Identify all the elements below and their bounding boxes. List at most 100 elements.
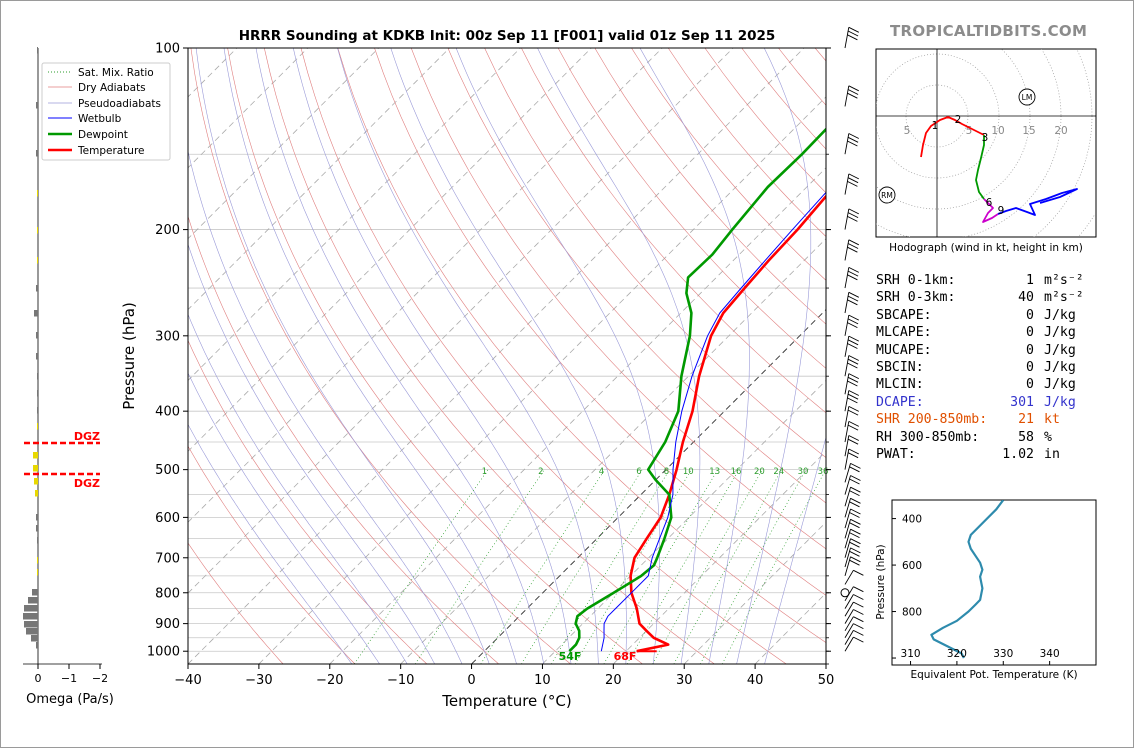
stat-label: SHR 200-850mb: [876, 412, 988, 428]
barb-flag [849, 501, 860, 508]
barb-flag [847, 438, 859, 445]
barb-flag [848, 266, 860, 273]
stat-label: MUCAPE: [876, 342, 932, 358]
wind-barb [844, 239, 860, 261]
stat-label: SBCIN: [876, 360, 924, 375]
mixing-ratio-line [699, 469, 807, 664]
stat-value: 58 [1018, 429, 1034, 445]
dry-adiabat [188, 445, 356, 664]
barb-flag [850, 475, 861, 481]
barb-flag [848, 314, 860, 321]
hodograph-caption: Hodograph (wind in kt, height in km) [889, 242, 1083, 254]
barb-shaft [844, 267, 850, 289]
barb-flag [853, 629, 864, 636]
barb-shaft [844, 636, 854, 652]
y-tick-label: 400 [155, 405, 180, 420]
barb-shaft [844, 208, 850, 230]
hodograph-panel: 5 5 10 15 20 1 2 3 69 LM RM Hodograph (wind in kt,… [875, 48, 1097, 254]
barb-flag [853, 623, 864, 630]
barb-flag [847, 343, 858, 349]
barb-flag [849, 522, 860, 529]
barb-shaft [844, 547, 851, 568]
pseudoadiabat [639, 48, 750, 664]
omega-bar [36, 332, 38, 339]
mixing-ratio-line [480, 469, 606, 664]
barb-flag [850, 497, 861, 504]
skew-t-background-lines [188, 48, 826, 664]
barb-shaft [844, 630, 854, 645]
wind-barb [844, 594, 864, 609]
surface-temperature-label: 68F [614, 650, 637, 663]
wind-barb [844, 355, 860, 377]
y-tick-label: 800 [155, 586, 180, 601]
hodograph-trace [920, 116, 985, 158]
barb-shaft [844, 529, 851, 549]
barb-flag [847, 246, 858, 253]
barb-flag [847, 393, 859, 400]
barb-flag [850, 556, 861, 563]
stat-unit: kt [1044, 412, 1060, 428]
stat-row: SRH 0-1km: 1 m²s⁻² [876, 273, 1084, 288]
theta-e-panel: 310 320 330 340 400 600 800 Equivalent Pot. Te… [875, 499, 1097, 681]
wind-barb [844, 314, 860, 336]
wind-barb [844, 569, 864, 585]
mixing-ratio-label: 13 [709, 467, 720, 477]
omega-bar [33, 452, 38, 459]
barb-shaft [844, 623, 854, 639]
barb-flag [848, 420, 860, 427]
stat-label: SBCAPE: [876, 307, 932, 323]
barb-flag [853, 609, 864, 615]
barb-shaft [844, 373, 850, 395]
omega-bar [31, 635, 38, 642]
wind-barb [844, 373, 860, 395]
dewpoint-line [568, 127, 826, 653]
wind-barb [844, 556, 861, 576]
stat-row: MLCAPE: 0 J/kg [876, 325, 1076, 341]
wind-barb [844, 601, 864, 617]
barb-flag [850, 486, 861, 493]
dry-adiabat [374, 48, 826, 596]
legend: Sat. Mix. Ratio Dry Adiabats Pseudoadiab… [41, 62, 171, 161]
barb-flag [849, 550, 860, 557]
hodograph-height-label: 3 [982, 132, 989, 144]
x-tick-label: 10 [534, 673, 551, 688]
wind-barb [844, 636, 864, 652]
barb-flag [849, 478, 860, 485]
hodograph-height-label: 9 [998, 205, 1005, 217]
mixing-ratio-labels: 1 2 4 6 8 10 13 16 20 24 30 36 [482, 467, 829, 477]
stat-unit: J/kg [1044, 307, 1076, 323]
barb-flag [847, 212, 859, 219]
barb-shaft [844, 85, 850, 107]
x-tick-label: −20 [316, 673, 343, 688]
calm-circle [840, 588, 850, 598]
barb-flag [847, 295, 859, 302]
barb-flag [848, 133, 860, 139]
dry-adiabat [484, 48, 826, 459]
omega-bar [24, 605, 38, 612]
wind-barb [844, 266, 860, 289]
stat-row: MLCIN: 0 J/kg [876, 377, 1076, 393]
pseudoadiabat [736, 48, 812, 664]
stat-label: MLCIN: [876, 377, 924, 393]
wind-barb [844, 462, 861, 483]
barb-flag [847, 89, 859, 95]
stat-value: 0 [1026, 360, 1034, 375]
pseudoadiabat [188, 372, 380, 664]
isotherm [683, 521, 826, 664]
pseudoadiabat [188, 149, 463, 664]
stat-label: MLCAPE: [876, 325, 932, 341]
wind-barb [844, 85, 860, 107]
omega-bar [36, 525, 38, 532]
stat-value: 21 [1018, 412, 1034, 428]
barb-shaft [844, 406, 850, 428]
hodograph-ring-label: 5 [904, 125, 911, 137]
isotherm [188, 48, 450, 311]
storm-motion-label: LM [1022, 93, 1033, 102]
theta-e-y-tick-label: 400 [902, 514, 922, 526]
stat-label: SRH 0-3km: [876, 290, 956, 306]
wetbulb-line [600, 191, 826, 652]
stat-row: SBCIN: 0 J/kg [876, 360, 1076, 375]
wind-barb [844, 390, 860, 412]
x-tick-label: −10 [387, 673, 414, 688]
